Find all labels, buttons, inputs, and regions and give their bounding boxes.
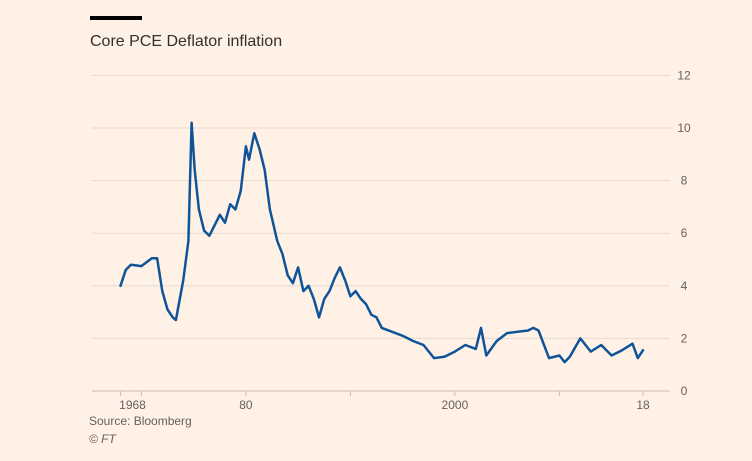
y-tick-label: 10: [677, 121, 691, 135]
y-tick-label: 6: [681, 226, 688, 240]
series-line-core-pce: [119, 121, 645, 364]
chart-title: Core PCE Deflator inflation: [90, 33, 283, 50]
x-tick-label: 2000: [442, 398, 469, 412]
x-tick-label: 1968: [119, 398, 146, 412]
x-axis: 1968 80 2000 18: [119, 391, 650, 412]
series-lines: [119, 121, 645, 364]
y-tick-label: 8: [681, 174, 688, 188]
x-tick-label: 18: [636, 398, 650, 412]
y-tick-label: 0: [681, 384, 688, 398]
y-tick-label: 4: [681, 279, 688, 293]
x-tick-label: 80: [239, 398, 253, 412]
y-tick-label: 2: [681, 331, 688, 345]
y-axis-ticks: 0 2 4 6 8 10 12: [677, 68, 691, 398]
copyright-note: © FT: [89, 432, 116, 446]
title-accent-bar: [90, 16, 142, 20]
y-tick-label: 12: [677, 68, 691, 82]
source-note: Source: Bloomberg: [89, 414, 192, 428]
